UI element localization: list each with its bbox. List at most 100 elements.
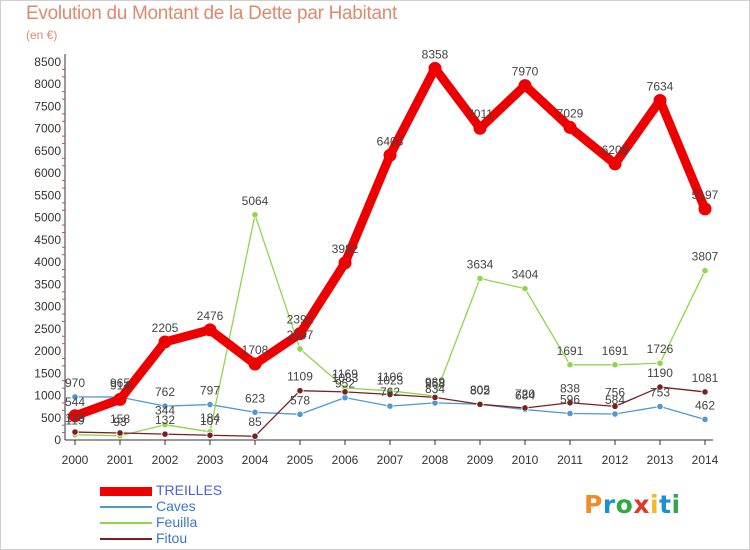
logo-letter: r bbox=[602, 490, 616, 519]
data-point bbox=[428, 61, 442, 75]
data-label: 720 bbox=[515, 387, 535, 401]
data-point bbox=[386, 402, 394, 410]
data-point bbox=[656, 359, 664, 367]
data-label: 5064 bbox=[242, 194, 269, 208]
data-point bbox=[296, 387, 304, 395]
data-point bbox=[656, 402, 664, 411]
data-point bbox=[251, 211, 259, 219]
data-point bbox=[566, 361, 574, 369]
data-label: 119 bbox=[65, 414, 84, 428]
legend-item-fitou: Fitou bbox=[100, 530, 300, 547]
data-point bbox=[158, 335, 172, 349]
data-label: 2205 bbox=[152, 321, 179, 335]
y-tick-label: 6000 bbox=[34, 166, 61, 180]
data-point bbox=[611, 410, 619, 418]
data-label: 5197 bbox=[692, 188, 719, 202]
data-label: 834 bbox=[425, 382, 445, 396]
data-label: 1106 bbox=[377, 370, 403, 384]
data-label: 2476 bbox=[197, 309, 224, 323]
data-label: 7029 bbox=[557, 106, 584, 120]
unit-label: (en €) bbox=[26, 28, 58, 42]
y-tick-label: 8500 bbox=[34, 55, 61, 69]
data-label: 7011 bbox=[467, 107, 493, 121]
data-label: 684 bbox=[515, 389, 535, 403]
data-label: 756 bbox=[605, 385, 625, 399]
data-point bbox=[293, 327, 307, 341]
data-label: 3634 bbox=[467, 257, 494, 271]
data-point bbox=[71, 428, 79, 436]
legend-label: Caves bbox=[156, 498, 196, 514]
logo-letter: t bbox=[659, 490, 672, 519]
data-label: 838 bbox=[560, 382, 580, 396]
data-label: 802 bbox=[470, 383, 490, 397]
data-label: 970 bbox=[65, 376, 85, 390]
data-point bbox=[653, 94, 667, 108]
y-tick-label: 5500 bbox=[34, 188, 61, 202]
legend-label: TREILLES bbox=[156, 482, 223, 498]
data-label: 132 bbox=[155, 413, 175, 427]
proxiti-logo: Proxiti bbox=[584, 490, 681, 519]
data-point bbox=[116, 429, 124, 437]
data-label: 107 bbox=[200, 414, 220, 428]
data-label: 1190 bbox=[647, 366, 673, 380]
x-tick-label: 2000 bbox=[62, 453, 89, 467]
data-point bbox=[518, 79, 532, 93]
data-point bbox=[68, 409, 82, 423]
data-point bbox=[566, 409, 574, 418]
data-label: 7634 bbox=[647, 80, 674, 94]
y-tick-label: 7500 bbox=[34, 99, 61, 113]
data-point bbox=[701, 267, 709, 275]
legend-swatch bbox=[100, 538, 152, 540]
chart-title: Evolution du Montant de la Dette par Hab… bbox=[26, 3, 397, 24]
data-point bbox=[476, 274, 484, 282]
y-tick-label: 2000 bbox=[34, 344, 61, 358]
data-point bbox=[431, 393, 439, 401]
data-label: 952 bbox=[335, 377, 355, 391]
data-point bbox=[251, 432, 259, 440]
data-label: 762 bbox=[155, 385, 175, 399]
data-label: 623 bbox=[245, 391, 265, 405]
data-label: 184 bbox=[200, 411, 220, 425]
y-tick-label: 5000 bbox=[34, 211, 61, 225]
data-point bbox=[383, 148, 397, 162]
logo-letter: P bbox=[584, 490, 603, 519]
data-label: 6403 bbox=[377, 134, 404, 148]
x-tick-label: 2006 bbox=[332, 453, 359, 467]
data-point bbox=[161, 430, 169, 438]
x-tick-label: 2007 bbox=[377, 453, 404, 467]
data-point bbox=[701, 415, 709, 424]
data-point bbox=[251, 408, 259, 416]
data-label: 85 bbox=[248, 415, 262, 429]
x-tick-label: 2004 bbox=[242, 453, 269, 467]
x-tick-label: 2008 bbox=[422, 453, 449, 467]
data-label: 3982 bbox=[332, 242, 359, 256]
data-label: 3807 bbox=[692, 250, 719, 264]
data-label: 762 bbox=[380, 385, 400, 399]
data-label: 3404 bbox=[512, 268, 539, 282]
data-point bbox=[656, 383, 664, 391]
x-tick-label: 2005 bbox=[287, 453, 314, 467]
data-label: 1726 bbox=[647, 342, 674, 356]
data-point bbox=[71, 393, 79, 401]
data-point bbox=[608, 157, 622, 171]
legend-item-caves: Caves bbox=[100, 498, 300, 515]
data-label: 914 bbox=[110, 378, 130, 392]
logo-letter: o bbox=[615, 490, 634, 519]
y-tick-label: 8000 bbox=[34, 77, 61, 91]
data-label: 1023 bbox=[377, 374, 404, 388]
y-tick-label: 3500 bbox=[34, 277, 61, 291]
data-point bbox=[563, 120, 577, 134]
data-label: 584 bbox=[605, 393, 625, 407]
data-label: 8358 bbox=[422, 47, 449, 61]
data-point bbox=[296, 345, 304, 353]
data-label: 1169 bbox=[332, 367, 358, 381]
data-point bbox=[206, 431, 214, 439]
x-tick-label: 2010 bbox=[512, 453, 539, 467]
data-label: 805 bbox=[470, 383, 490, 397]
data-point bbox=[296, 410, 304, 418]
data-label: 753 bbox=[650, 386, 670, 400]
logo-letter: i bbox=[671, 490, 681, 519]
data-point bbox=[698, 202, 712, 216]
